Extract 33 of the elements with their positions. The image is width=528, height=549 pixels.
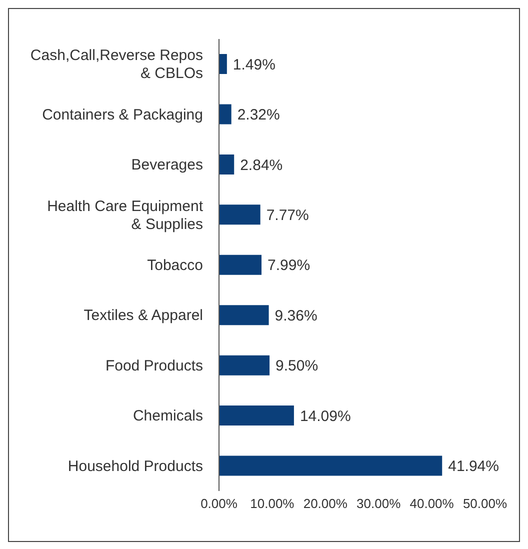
data-label: 9.36% [274, 307, 318, 324]
bar [219, 154, 234, 174]
data-label: 41.94% [448, 458, 499, 476]
data-label: 7.99% [268, 257, 310, 274]
y-tick-label: Household Products [68, 457, 203, 474]
y-tick-label: Containers & Packaging [42, 106, 203, 123]
bar [219, 204, 260, 225]
bar [219, 456, 442, 476]
y-tick-label: Health Care Equipment & Supplies [47, 197, 204, 232]
y-tick-label: Textiles & Apparel [84, 306, 203, 324]
data-label: 14.09% [300, 408, 351, 425]
x-tick-label: 0.00% [200, 496, 238, 512]
y-tick-label: Beverages [131, 156, 203, 174]
bar [219, 305, 269, 326]
bar [219, 54, 227, 74]
bar [219, 406, 294, 426]
data-label: 7.77% [266, 206, 309, 224]
x-tick-label: 20.00% [303, 496, 348, 512]
bar [219, 104, 232, 124]
y-tick-label: Chemicals [132, 407, 203, 424]
x-tick-label: 40.00% [410, 496, 454, 512]
y-tick-label: Food Products [105, 356, 203, 374]
data-label: 2.84% [240, 156, 283, 174]
x-tick-label: 50.00% [462, 496, 508, 512]
bar [219, 355, 270, 376]
y-tick-label: Tobacco [147, 256, 203, 274]
data-label: 1.49% [232, 56, 276, 74]
data-label: 2.32% [237, 106, 280, 124]
bar [219, 254, 262, 275]
y-tick-label: Cash,Call,Reverse Repos & CBLOs [30, 46, 203, 82]
x-tick-label: 10.00% [250, 496, 295, 512]
x-tick-label: 30.00% [356, 496, 402, 512]
data-label: 9.50% [276, 358, 318, 375]
